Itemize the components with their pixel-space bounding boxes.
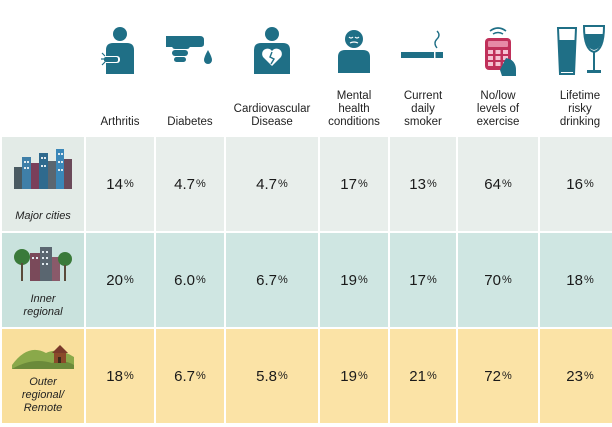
value-cell: 6.7% <box>226 233 318 327</box>
phone-icon <box>485 27 516 76</box>
header-label: Arthritis <box>100 116 140 128</box>
value-cell: 4.7% <box>156 137 224 231</box>
value-unit: % <box>357 274 368 286</box>
value-cell: 64% <box>458 137 538 231</box>
header-diabetes: Diabetes <box>156 2 224 135</box>
value-unit: % <box>278 370 288 382</box>
row-label-text: Major cities <box>15 210 71 222</box>
arthritis-icon <box>101 27 134 74</box>
row-label-inner-regional: Inner regional <box>2 233 84 327</box>
value-number: 72 <box>484 367 501 385</box>
header-label: Lifetime risky drinking <box>559 90 601 128</box>
value-unit: % <box>357 178 368 190</box>
drinks-icon <box>556 25 606 75</box>
value-number: 17 <box>340 175 357 193</box>
value-number: 19 <box>340 367 357 385</box>
value-unit: % <box>357 370 368 382</box>
value-cell: 6.0% <box>156 233 224 327</box>
value-number: 64 <box>484 175 501 193</box>
value-number: 4.7 <box>174 175 196 193</box>
value-unit: % <box>426 274 437 286</box>
value-number: 18 <box>566 271 583 289</box>
value-cell: 70% <box>458 233 538 327</box>
cigarette-icon <box>401 30 443 58</box>
value-number: 21 <box>409 367 426 385</box>
value-unit: % <box>123 178 134 190</box>
diabetes-icon <box>166 36 212 64</box>
value-unit: % <box>426 370 437 382</box>
value-unit: % <box>196 274 206 286</box>
header-smoker: Current daily smoker <box>390 2 456 135</box>
rural-icon <box>12 345 74 369</box>
header-label: Diabetes <box>167 116 213 128</box>
town-icon <box>14 247 72 281</box>
header-label: Mental health conditions <box>328 90 380 128</box>
value-unit: % <box>123 274 134 286</box>
value-unit: % <box>123 370 134 382</box>
value-unit: % <box>583 274 594 286</box>
value-unit: % <box>583 178 594 190</box>
value-cell: 16% <box>540 137 612 231</box>
value-number: 19 <box>340 271 357 289</box>
corner-cell <box>2 2 84 135</box>
header-arthritis: Arthritis <box>86 2 154 135</box>
value-cell: 21% <box>390 329 456 423</box>
value-cell: 19% <box>320 233 388 327</box>
header-exercise: No/low levels of exercise <box>458 2 538 135</box>
value-number: 4.7 <box>256 175 278 193</box>
value-number: 14 <box>106 175 123 193</box>
header-drinking: Lifetime risky drinking <box>540 2 612 135</box>
row-label-text: Outer regional/Remote <box>21 376 65 414</box>
value-unit: % <box>278 178 288 190</box>
value-cell: 14% <box>86 137 154 231</box>
value-number: 17 <box>409 271 426 289</box>
header-label: Current daily smoker <box>403 90 443 128</box>
value-cell: 6.7% <box>156 329 224 423</box>
value-number: 16 <box>566 175 583 193</box>
value-cell: 17% <box>390 233 456 327</box>
value-number: 20 <box>106 271 123 289</box>
value-cell: 18% <box>86 329 154 423</box>
value-cell: 17% <box>320 137 388 231</box>
value-number: 6.7 <box>256 271 278 289</box>
value-cell: 23% <box>540 329 612 423</box>
header-mental-health: Mental health conditions <box>320 2 388 135</box>
value-unit: % <box>196 178 206 190</box>
row-label-outer-regional-remote: Outer regional/Remote <box>2 329 84 423</box>
value-cell: 18% <box>540 233 612 327</box>
value-number: 70 <box>484 271 501 289</box>
value-unit: % <box>426 178 437 190</box>
value-cell: 72% <box>458 329 538 423</box>
value-cell: 20% <box>86 233 154 327</box>
value-unit: % <box>583 370 594 382</box>
city-icon <box>14 149 72 189</box>
header-cardiovascular: Cardiovascular Disease <box>226 2 318 135</box>
heart-icon <box>254 27 290 74</box>
value-unit: % <box>501 178 512 190</box>
value-number: 13 <box>409 175 426 193</box>
header-label: Cardiovascular Disease <box>233 103 311 128</box>
value-cell: 13% <box>390 137 456 231</box>
value-number: 6.7 <box>174 367 196 385</box>
value-cell: 4.7% <box>226 137 318 231</box>
value-unit: % <box>501 274 512 286</box>
row-label-text: Inner regional <box>23 293 63 318</box>
value-number: 5.8 <box>256 367 278 385</box>
mental-health-icon <box>338 30 370 73</box>
header-label: No/low levels of exercise <box>476 90 520 128</box>
value-unit: % <box>278 274 288 286</box>
row-label-major-cities: Major cities <box>2 137 84 231</box>
value-cell: 19% <box>320 329 388 423</box>
value-cell: 5.8% <box>226 329 318 423</box>
value-number: 23 <box>566 367 583 385</box>
value-number: 18 <box>106 367 123 385</box>
value-number: 6.0 <box>174 271 196 289</box>
value-unit: % <box>196 370 206 382</box>
value-unit: % <box>501 370 512 382</box>
